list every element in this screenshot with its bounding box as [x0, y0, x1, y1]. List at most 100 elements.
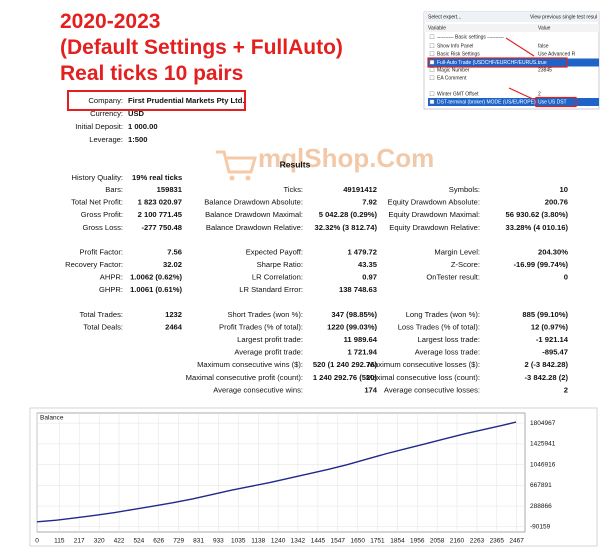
report-value: 2 100 771.45: [138, 210, 183, 219]
watermark-icon: [216, 150, 257, 181]
watermark: mqlShop.Com: [258, 143, 434, 173]
x-tick-label: 1445: [311, 538, 326, 545]
setting-name: Full-Auto Trade (USDCHF/EURCHF/EURUS...: [437, 60, 540, 66]
checkbox: [429, 99, 435, 105]
setting-name: Basic Risk Settings: [437, 51, 480, 57]
report-value: -1 921.14: [536, 335, 569, 344]
x-tick-label: 1342: [291, 538, 306, 545]
report-label: Equity Drawdown Absolute:: [388, 198, 480, 207]
x-tick-label: 933: [213, 538, 224, 545]
report-value: 10: [560, 185, 568, 194]
balance-line: [36, 421, 517, 523]
report-value: 56 930.62 (3.80%): [506, 210, 569, 219]
report-label: Equity Drawdown Maximal:: [388, 210, 480, 219]
header-label: Currency:: [90, 109, 123, 118]
report-value: 204.30%: [538, 247, 568, 256]
report-value: 1.0061 (0.61%): [130, 285, 182, 294]
report-label: Loss Trades (% of total):: [398, 322, 480, 331]
report-label: Maximum consecutive losses ($):: [368, 360, 480, 369]
setting-name: ---------- Basic settings ----------: [437, 34, 504, 40]
report-value: 1 240 292.76 (520): [313, 373, 378, 382]
report-label: Margin Level:: [434, 247, 480, 256]
header-value: 1:500: [128, 135, 147, 144]
report-label: Average loss trade:: [415, 348, 480, 357]
header-value: USD: [128, 109, 145, 118]
report-value: -16.99 (99.74%): [514, 260, 569, 269]
report-value: 200.76: [545, 198, 568, 207]
report-label: Gross Loss:: [82, 223, 123, 232]
report-label: Largest profit trade:: [237, 335, 303, 344]
report-value: 5 042.28 (0.29%): [319, 210, 378, 219]
x-tick-label: 320: [94, 538, 105, 545]
checkbox: [429, 67, 435, 73]
report-label: Balance Drawdown Absolute:: [204, 198, 303, 207]
report-value: -895.47: [542, 348, 568, 357]
report-label: LR Correlation:: [252, 273, 303, 282]
report-value: 2 (-3 842.28): [525, 360, 569, 369]
report-label: Maximal consecutive profit (count):: [186, 373, 303, 382]
x-tick-label: 1751: [370, 538, 385, 545]
report-label: Balance Drawdown Maximal:: [205, 210, 303, 219]
setting-value: false: [538, 43, 549, 49]
report-value: 7.92: [362, 198, 377, 207]
setting-name: Magic Number: [437, 67, 470, 73]
report-value: 11 989.64: [344, 335, 378, 344]
checkbox: [429, 91, 435, 97]
column-header: Variable: [428, 25, 446, 31]
x-tick-label: 115: [54, 538, 65, 545]
report-label: Maximum consecutive wins ($):: [197, 360, 303, 369]
report-value: 19% real ticks: [132, 173, 182, 182]
x-tick-label: 2365: [490, 538, 505, 545]
checkbox: [429, 51, 435, 56]
x-tick-label: 1650: [351, 538, 366, 545]
report-value: 138 748.63: [339, 285, 377, 294]
report-value: 2464: [165, 322, 183, 331]
y-tick-label: 667891: [530, 482, 552, 489]
header-label: Leverage:: [89, 135, 123, 144]
results-title: Results: [280, 159, 311, 169]
highlight-box: [427, 57, 568, 68]
setting-name: EA Comment: [437, 75, 467, 81]
report-label: Expected Payoff:: [246, 247, 303, 256]
tab: View previous single test resul: [530, 14, 597, 20]
report-value: 1232: [165, 310, 182, 319]
report-label: GHPR:: [99, 285, 123, 294]
report-label: Recovery Factor:: [65, 260, 123, 269]
report-value: -3 842.28 (2): [525, 373, 569, 382]
report-label: OnTester result:: [426, 273, 480, 282]
x-tick-label: 422: [114, 538, 125, 545]
report-value: 49191412: [343, 185, 377, 194]
report-label: LR Standard Error:: [239, 285, 303, 294]
report-label: Average consecutive wins:: [213, 385, 303, 394]
setting-value: 23845: [538, 67, 552, 73]
report-value: 347 (98.85%): [331, 310, 377, 319]
x-tick-label: 2058: [430, 538, 445, 545]
header-label: Initial Deposit:: [75, 122, 123, 131]
report-value: 7.56: [167, 247, 182, 256]
x-tick-label: 1854: [390, 538, 405, 545]
report-value: 174: [364, 385, 377, 394]
y-tick-label: 1425941: [530, 441, 556, 448]
report-value: 520 (1 240 292.76): [313, 360, 378, 369]
x-tick-label: 626: [153, 538, 164, 545]
setting-value: true: [538, 60, 547, 66]
report-value: 0: [564, 273, 568, 282]
checkbox: [429, 43, 435, 48]
report-value: 885 (99.10%): [522, 310, 568, 319]
report-value: 1.0062 (0.62%): [130, 273, 182, 282]
x-tick-label: 1035: [231, 538, 246, 545]
report-label: Total Trades:: [80, 310, 123, 319]
report-label: Profit Factor:: [80, 247, 123, 256]
report-value: 1220 (99.03%): [327, 322, 377, 331]
report-label: Sharpe Ratio:: [257, 260, 303, 269]
checkbox: [429, 75, 435, 81]
report-value: 32.02: [163, 260, 182, 269]
x-tick-label: 1547: [331, 538, 346, 545]
y-tick-label: 1046916: [530, 461, 556, 468]
setting-value: Use Advanced R: [538, 51, 576, 57]
report-label: Z-Score:: [451, 260, 480, 269]
report-label: Average profit trade:: [234, 348, 303, 357]
y-tick-label: 1804967: [530, 420, 556, 427]
x-tick-label: 1240: [271, 538, 286, 545]
